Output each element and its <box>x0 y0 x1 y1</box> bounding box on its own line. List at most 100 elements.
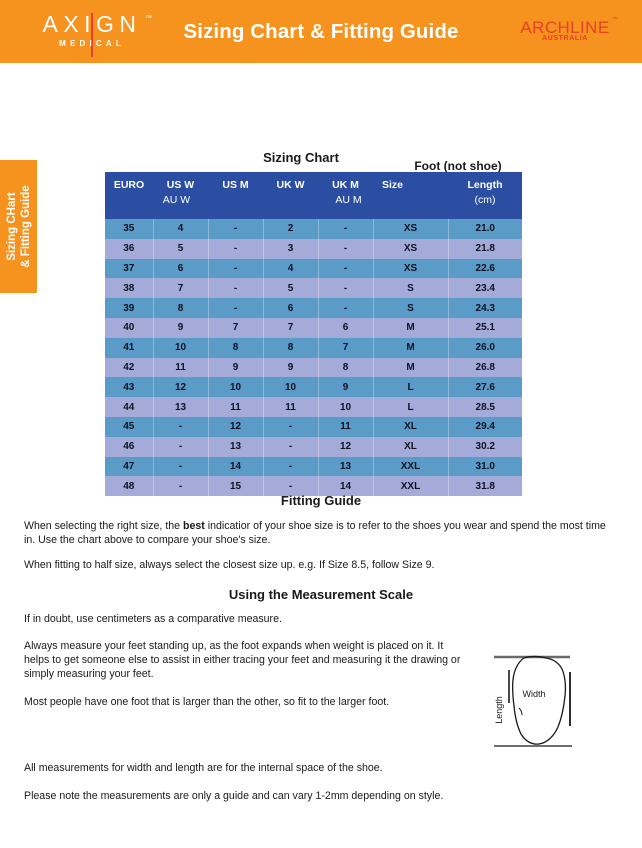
cell-length: 21.8 <box>448 238 522 259</box>
cell-euro: 45 <box>105 416 154 437</box>
cell-uk-m: - <box>318 258 374 279</box>
cell-euro: 43 <box>105 377 154 398</box>
cell-uk-m: 10 <box>318 397 374 417</box>
archline-wordmark: ARCHLINE <box>520 18 610 37</box>
table-row: 36 5-3- XS 21.8 <box>105 238 522 259</box>
cell-size: L <box>373 397 449 417</box>
cell-euro: 46 <box>105 436 154 457</box>
header-divider <box>0 63 642 66</box>
cell-uk-m: - <box>318 219 374 239</box>
axign-trademark-icon: ™ <box>145 15 152 22</box>
table-row: 35 4-2- XS 21.0 <box>105 219 522 239</box>
table-row: 40 9 7 7 6 M 25.1 <box>105 317 522 338</box>
cell-us-w: 13 <box>153 397 209 417</box>
side-tab: Sizing CHart & Fitting Guide <box>0 160 37 293</box>
cell-us-w: - <box>153 416 209 437</box>
column-header-uk-w: UK W <box>263 172 318 219</box>
cell-size: M <box>373 317 449 338</box>
cell-us-w: 12 <box>153 377 209 398</box>
cell-size: M <box>373 357 449 378</box>
column-header-size: Size <box>373 172 448 219</box>
fitting-p1-part-a: When selecting the right size, the <box>24 520 183 532</box>
column-header-us-w: US W AU W <box>153 172 208 219</box>
foot-inner-detail <box>518 707 523 716</box>
cell-us-m: 15 <box>208 476 264 497</box>
cell-uk-w: - <box>263 476 319 497</box>
fitting-guide-paragraph-1: When selecting the right size, the best … <box>24 519 618 547</box>
cell-size: XXL <box>373 456 449 477</box>
foot-not-shoe-note: Foot (not shoe) <box>414 159 502 173</box>
cell-euro: 35 <box>105 219 154 239</box>
cell-us-m: - <box>208 238 264 259</box>
cell-uk-m: - <box>318 278 374 299</box>
cell-uk-m: 11 <box>318 416 374 437</box>
cell-us-m: 13 <box>208 436 264 457</box>
cell-uk-m: 12 <box>318 436 374 457</box>
column-header-us-m: US M <box>208 172 263 219</box>
cell-us-w: 10 <box>153 337 209 358</box>
cell-us-w: 6 <box>153 258 209 279</box>
side-tab-label: Sizing CHart & Fitting Guide <box>5 185 32 268</box>
sizing-chart-title: Sizing Chart <box>263 150 339 165</box>
cell-uk-w: 6 <box>263 298 319 318</box>
cell-size: S <box>373 298 449 318</box>
page-title: Sizing Chart & Fitting Guide <box>183 19 459 43</box>
cell-us-w: 7 <box>153 278 209 299</box>
cell-size: XS <box>373 219 449 239</box>
cell-us-w: 5 <box>153 238 209 259</box>
cell-us-w: 8 <box>153 298 209 318</box>
cell-us-w: 11 <box>153 357 209 378</box>
column-header-length-main: Length <box>467 179 503 191</box>
measurement-scale-heading: Using the Measurement Scale <box>228 587 414 602</box>
cell-size: S <box>373 278 449 299</box>
cell-us-m: - <box>208 258 264 279</box>
cell-uk-m: - <box>318 298 374 318</box>
measurement-paragraph-5: Please note the measurements are only a … <box>24 790 444 802</box>
cell-euro: 39 <box>105 298 154 318</box>
fitting-guide-paragraph-2: When fitting to half size, always select… <box>24 559 435 571</box>
cell-euro: 38 <box>105 278 154 299</box>
cell-length: 27.6 <box>448 377 522 398</box>
cell-us-w: 4 <box>153 219 209 239</box>
column-header-uk-m: UK M AU M <box>318 172 373 219</box>
table-row: 43 12 10 10 9 L 27.6 <box>105 377 522 398</box>
archline-trademark-icon: ™ <box>612 17 618 23</box>
axign-wordmark: AXIGN <box>42 11 142 37</box>
header-band <box>0 0 642 63</box>
measurement-paragraph-1: If in doubt, use centimeters as a compar… <box>24 613 282 625</box>
cell-length: 29.4 <box>448 416 522 437</box>
table-header-row: EURO US W AU W US M UK W UK M AU M Size … <box>105 172 522 219</box>
cell-us-m: 7 <box>208 317 264 338</box>
foot-width-label: Width <box>522 689 545 699</box>
cell-uk-w: - <box>263 436 319 457</box>
cell-uk-m: 8 <box>318 357 374 378</box>
table-row: 47-14-13 XXL 31.0 <box>105 456 522 477</box>
cell-us-m: 9 <box>208 357 264 378</box>
cell-length: 24.3 <box>448 298 522 318</box>
cell-us-m: 10 <box>208 377 264 398</box>
cell-length: 30.2 <box>448 436 522 457</box>
cell-length: 22.6 <box>448 258 522 279</box>
cell-us-m: - <box>208 298 264 318</box>
cell-us-w: - <box>153 456 209 477</box>
cell-uk-w: - <box>263 416 319 437</box>
fitting-p1-part-b: indicatior of your shoe size is to refer… <box>24 520 606 547</box>
table-row: 38 7-5- S 23.4 <box>105 278 522 299</box>
cell-size: XS <box>373 238 449 259</box>
cell-length: 28.5 <box>448 397 522 417</box>
foot-diagram-svg: Width Length <box>494 655 572 747</box>
cell-length: 21.0 <box>448 219 522 239</box>
cell-uk-w: 10 <box>263 377 319 398</box>
cell-length: 26.8 <box>448 357 522 378</box>
sizing-table-head: EURO US W AU W US M UK W UK M AU M Size … <box>105 172 522 219</box>
cell-us-m: 14 <box>208 456 264 477</box>
cell-uk-w: 7 <box>263 317 319 338</box>
column-header-us-m-main: US M <box>222 179 249 191</box>
measurement-paragraph-2: Always measure your feet standing up, as… <box>24 640 461 681</box>
cell-euro: 47 <box>105 456 154 477</box>
column-header-us-w-main: US W <box>166 179 195 191</box>
cell-us-m: 11 <box>208 397 264 417</box>
cell-uk-m: 7 <box>318 337 374 358</box>
cell-length: 26.0 <box>448 337 522 358</box>
foot-outline-path <box>511 655 567 745</box>
